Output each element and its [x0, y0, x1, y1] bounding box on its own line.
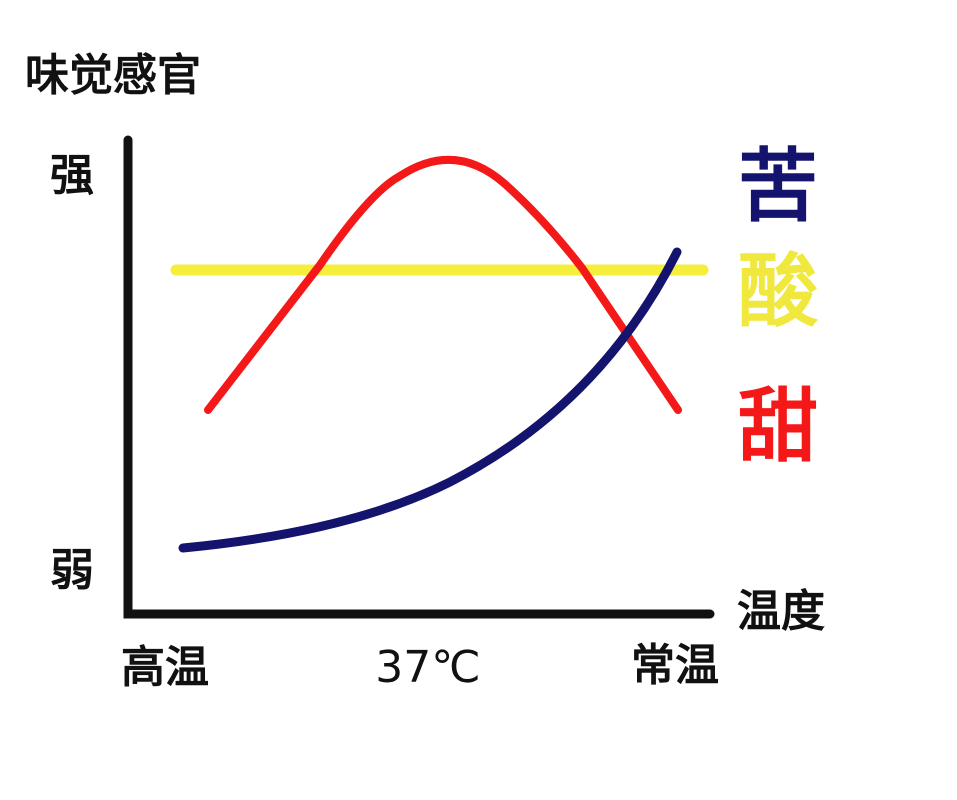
- y-high-label: 强: [50, 150, 94, 201]
- legend-bitter: 苦: [738, 140, 818, 233]
- legend-sour: 酸: [738, 245, 819, 338]
- legend-sweet: 甜: [738, 380, 818, 473]
- x-category-label: 常温: [631, 640, 719, 691]
- y-low-label: 弱: [50, 545, 94, 596]
- title: 味觉感官: [25, 50, 201, 101]
- x-axis-label: 温度: [737, 586, 825, 637]
- bitter-curve: [178, 247, 682, 553]
- x-category-label: 37℃: [375, 642, 480, 693]
- axes: [123, 135, 715, 619]
- sweet-curve: [204, 155, 682, 414]
- x-category-label: 高温: [121, 642, 209, 693]
